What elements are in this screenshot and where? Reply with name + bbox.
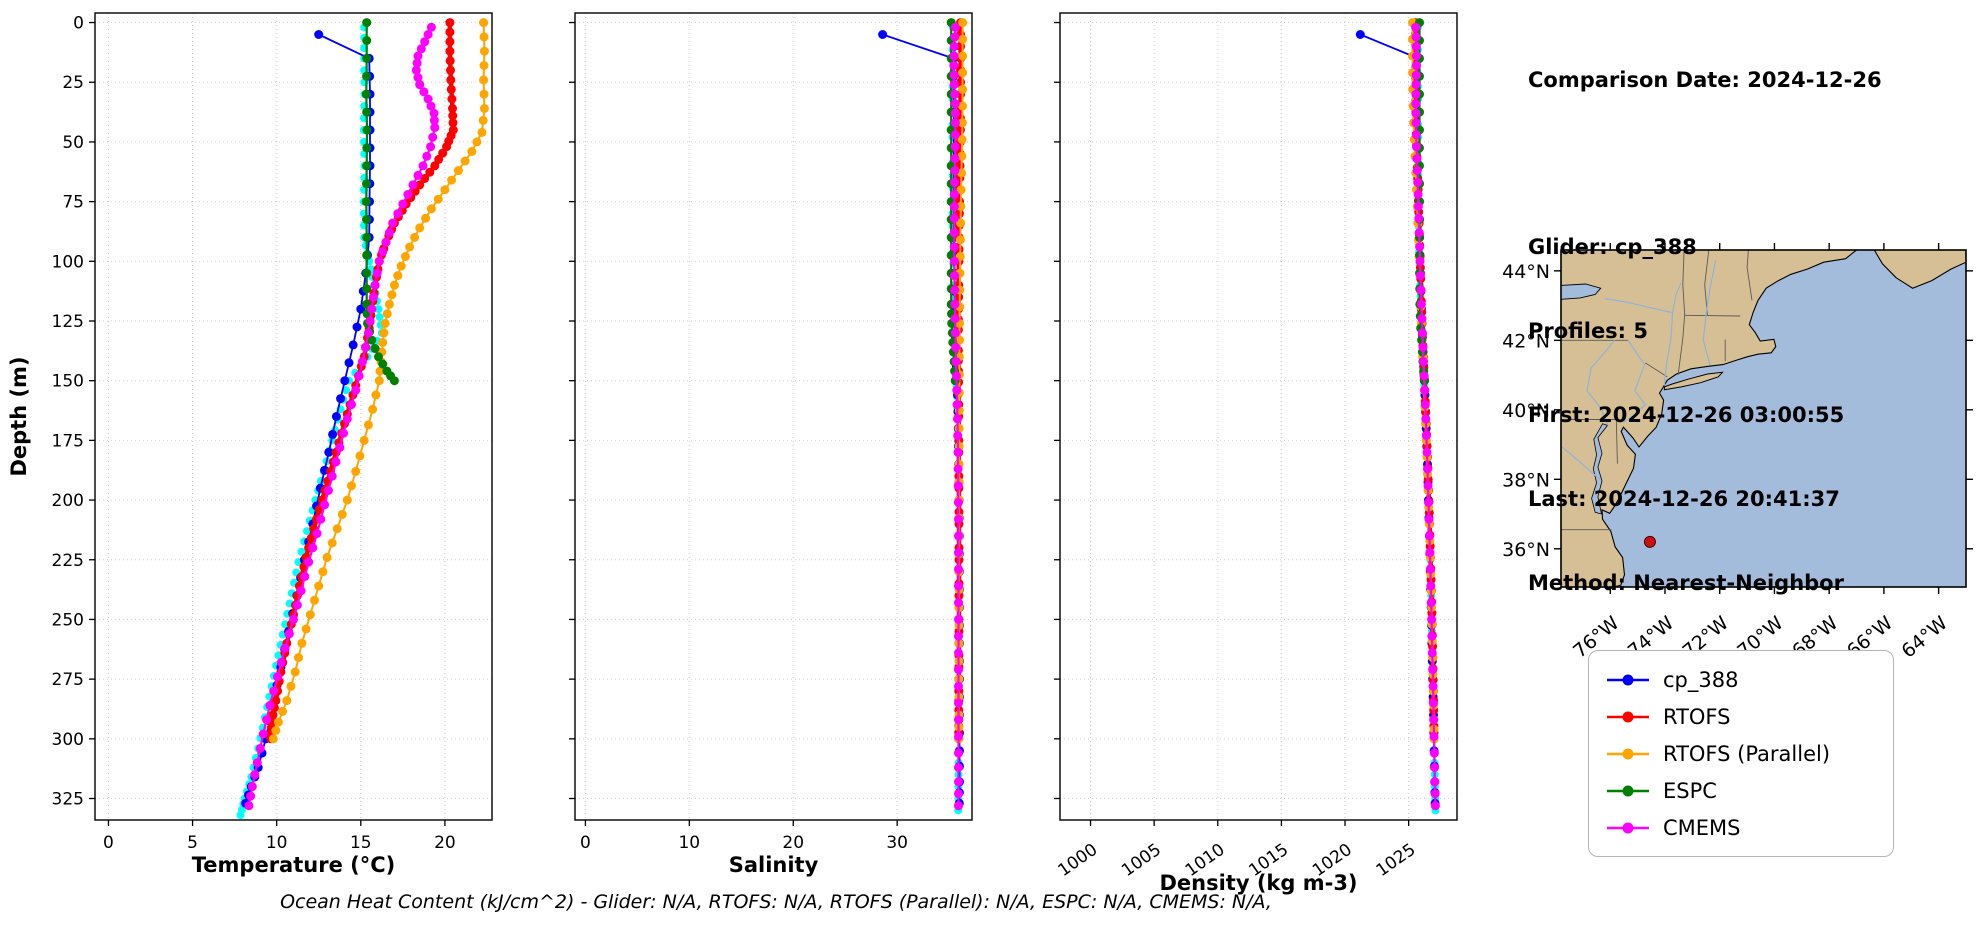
svg-text:10: 10	[266, 833, 288, 853]
svg-text:100: 100	[52, 252, 84, 272]
legend-marker-icon	[1607, 785, 1649, 796]
density-axis-label: Density (kg m-3)	[1159, 871, 1357, 895]
svg-text:0: 0	[580, 833, 591, 853]
glider-name: Glider: cp_388	[1528, 235, 1697, 259]
svg-text:200: 200	[52, 491, 84, 511]
legend-item-cp-388: cp_388	[1605, 661, 1877, 698]
svg-text:75: 75	[62, 193, 84, 213]
svg-text:42°N: 42°N	[1502, 330, 1550, 352]
svg-text:225: 225	[52, 551, 84, 571]
legend-item-cmems: CMEMS	[1605, 809, 1877, 846]
glider-position-marker	[1643, 535, 1656, 548]
map-area	[1561, 250, 1966, 587]
series-CMEMS	[244, 22, 440, 811]
series-CMEMS	[1411, 22, 1440, 811]
svg-text:325: 325	[52, 790, 84, 810]
legend-marker-icon	[1607, 822, 1649, 833]
legend-marker-icon	[1607, 748, 1649, 759]
legend-item-rtofs-parallel-: RTOFS (Parallel)	[1605, 735, 1877, 772]
legend-item-rtofs: RTOFS	[1605, 698, 1877, 735]
svg-text:20: 20	[782, 833, 804, 853]
svg-text:50: 50	[62, 133, 84, 153]
svg-text:175: 175	[52, 431, 84, 451]
profiles-count: Profiles: 5	[1528, 319, 1649, 343]
svg-text:64°W: 64°W	[1898, 612, 1952, 663]
depth-axis-label: Depth (m)	[7, 356, 31, 476]
first-profile-time: First: 2024-12-26 03:00:55	[1528, 403, 1845, 427]
temperature-plot: 0 5 10 15 2002550751001251501752002252502753…	[7, 12, 493, 877]
legend-marker-icon	[1607, 711, 1649, 722]
svg-text:1025: 1025	[1373, 840, 1420, 881]
legend-marker-icon	[1607, 674, 1649, 685]
svg-text:36°N: 36°N	[1502, 539, 1550, 561]
svg-text:0: 0	[73, 14, 84, 34]
comparison-date: Comparison Date: 2024-12-26	[1528, 68, 1882, 92]
series-RTOFS (Parallel)	[268, 18, 489, 744]
salinity-axis-label: Salinity	[729, 853, 819, 877]
svg-text:125: 125	[52, 312, 84, 332]
svg-text:25: 25	[62, 73, 84, 93]
svg-text:38°N: 38°N	[1502, 469, 1550, 491]
last-profile-time: Last: 2024-12-26 20:41:37	[1528, 487, 1840, 511]
legend-item-espc: ESPC	[1605, 772, 1877, 809]
info-spacer	[1528, 150, 1882, 177]
svg-text:1005: 1005	[1118, 840, 1165, 881]
svg-text:250: 250	[52, 610, 84, 630]
salinity-plot: 0 10 20 30 Salinity	[569, 12, 973, 877]
legend-label: RTOFS (Parallel)	[1663, 741, 1831, 766]
legend-label: cp_388	[1663, 667, 1739, 692]
svg-text:5: 5	[187, 833, 198, 853]
svg-text:300: 300	[52, 730, 84, 750]
info-panel: Comparison Date: 2024-12-26 Glider: cp_3…	[1528, 10, 1882, 653]
series-glider-scatter	[236, 23, 386, 820]
location-map: 36°N38°N40°N42°N44°N76°W 74°W 72°W 70°W 68°W…	[1502, 243, 1973, 663]
series-cp_388	[241, 30, 375, 808]
legend-label: RTOFS	[1663, 704, 1731, 729]
legend-label: ESPC	[1663, 778, 1717, 803]
svg-text:275: 275	[52, 670, 84, 690]
svg-text:20: 20	[434, 833, 456, 853]
svg-text:0: 0	[103, 833, 114, 853]
svg-text:40°N: 40°N	[1502, 400, 1550, 422]
legend-label: CMEMS	[1663, 815, 1741, 840]
svg-text:10: 10	[678, 833, 700, 853]
svg-text:1000: 1000	[1054, 840, 1101, 881]
series-CMEMS	[949, 22, 963, 811]
svg-text:44°N: 44°N	[1502, 261, 1550, 283]
svg-text:30: 30	[886, 833, 908, 853]
method: Method: Nearest-Neighbor	[1528, 571, 1844, 595]
temperature-axis-label: Temperature (°C)	[192, 853, 395, 877]
svg-text:150: 150	[52, 372, 84, 392]
legend: cp_388 RTOFS RTOFS (Parallel) ESPC CMEMS	[1588, 650, 1894, 857]
ocean-heat-content-caption: Ocean Heat Content (kJ/cm^2) - Glider: N…	[280, 891, 1272, 913]
svg-text:15: 15	[350, 833, 372, 853]
